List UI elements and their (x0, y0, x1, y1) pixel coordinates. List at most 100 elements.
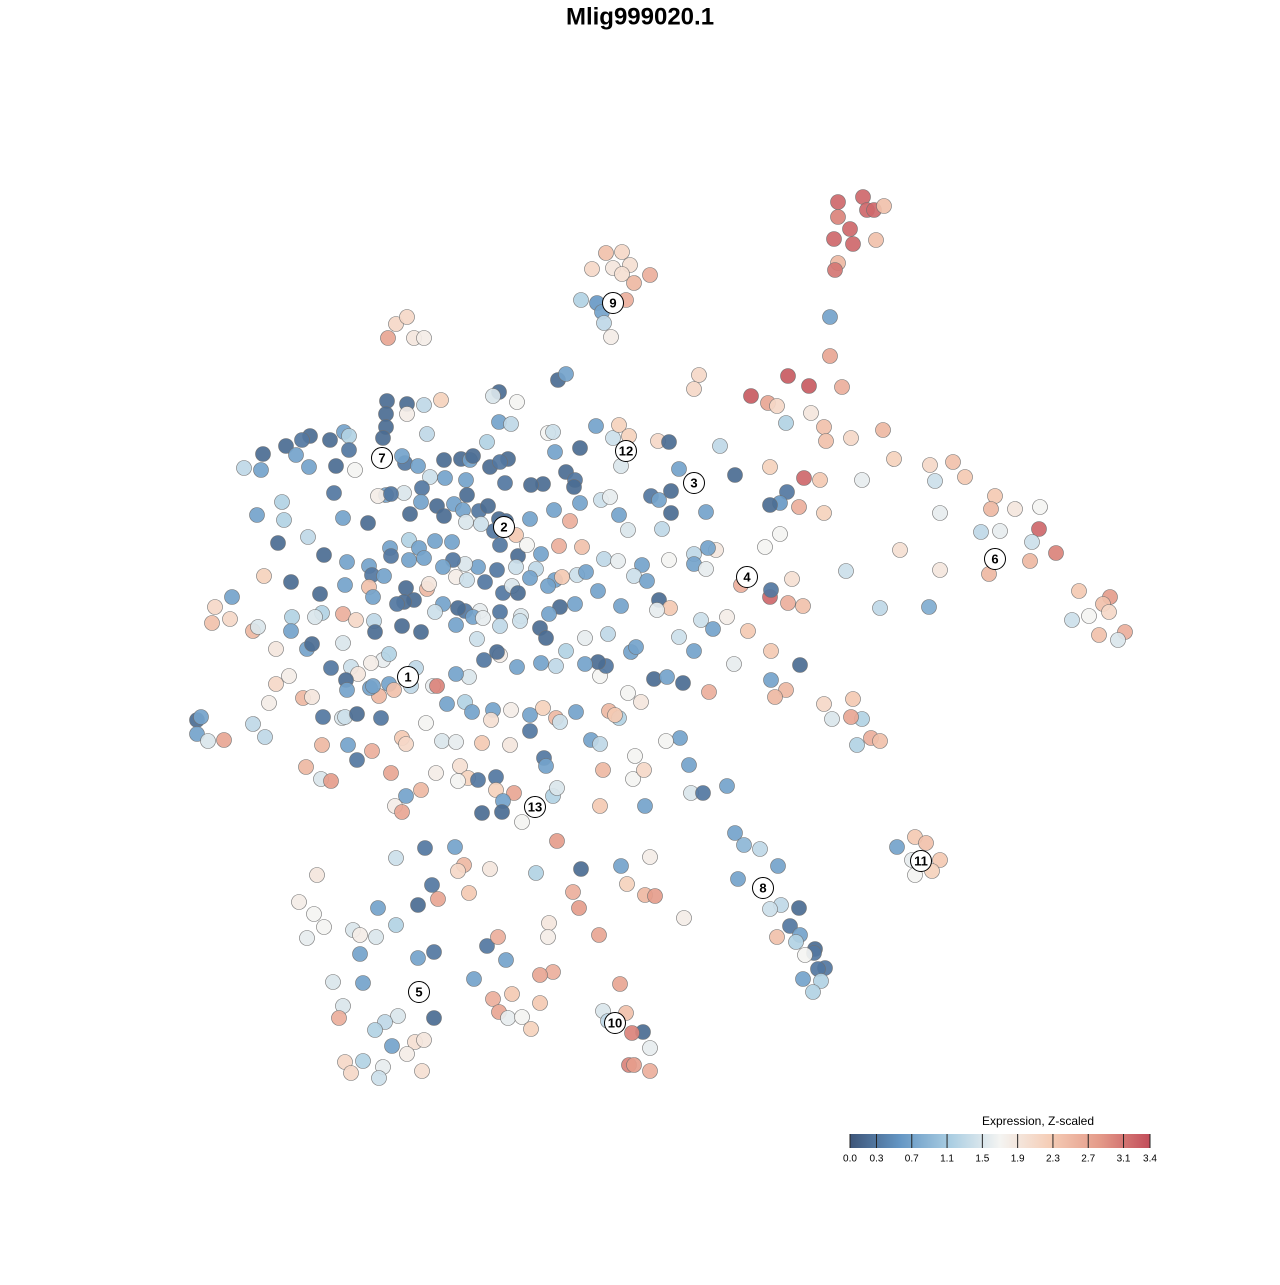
point (439, 696, 455, 712)
point (620, 522, 636, 538)
point (470, 772, 486, 788)
point (791, 900, 807, 916)
point (624, 1025, 640, 1041)
point (843, 709, 859, 725)
point (567, 596, 583, 612)
point (568, 704, 584, 720)
point (399, 406, 415, 422)
point (433, 392, 449, 408)
point (562, 513, 578, 529)
point (413, 494, 429, 510)
point (558, 366, 574, 382)
point (592, 736, 608, 752)
point (489, 644, 505, 660)
point (757, 539, 773, 555)
point (693, 612, 709, 628)
point (547, 444, 563, 460)
point (207, 599, 223, 615)
cluster-label: 1 (404, 669, 411, 684)
point (592, 798, 608, 814)
point (540, 929, 556, 945)
point (386, 682, 402, 698)
point (918, 835, 934, 851)
point (458, 472, 474, 488)
point (1064, 612, 1080, 628)
point (671, 629, 687, 645)
cluster-label: 6 (991, 551, 998, 566)
point (779, 484, 795, 500)
point (992, 523, 1008, 539)
point (413, 624, 429, 640)
point (399, 1046, 415, 1062)
point (256, 568, 272, 584)
point (500, 1010, 516, 1026)
point (216, 732, 232, 748)
point (1024, 534, 1040, 550)
point (795, 971, 811, 987)
point (649, 602, 665, 618)
cluster-label: 4 (743, 569, 751, 584)
point (600, 626, 616, 642)
point (304, 636, 320, 652)
point (418, 715, 434, 731)
colorbar-tick-label: 1.5 (975, 1154, 989, 1165)
point (549, 833, 565, 849)
point (300, 529, 316, 545)
point (727, 825, 743, 841)
cluster-badge (524, 796, 546, 818)
point (945, 454, 961, 470)
point (827, 262, 843, 278)
point (268, 641, 284, 657)
colorbar-tick-label: 1.9 (1011, 1154, 1025, 1165)
colorbar-tick-label: 2.3 (1046, 1154, 1060, 1165)
point (620, 685, 636, 701)
point (335, 635, 351, 651)
point (611, 417, 627, 433)
point (892, 542, 908, 558)
point (535, 700, 551, 716)
point (343, 1065, 359, 1081)
point (872, 600, 888, 616)
point (489, 562, 505, 578)
point (927, 473, 943, 489)
colorbar-tick-label: 0.3 (870, 1154, 884, 1165)
point (365, 589, 381, 605)
cluster-label: 8 (759, 880, 766, 895)
point (659, 669, 675, 685)
chart-title: Mlig999020.1 (566, 3, 714, 30)
point (448, 666, 464, 682)
point (482, 861, 498, 877)
point (314, 737, 330, 753)
cluster-label: 2 (500, 519, 507, 534)
point (782, 918, 798, 934)
point (355, 1053, 371, 1069)
point (370, 488, 386, 504)
point (371, 1070, 387, 1086)
point (253, 462, 269, 478)
point (383, 548, 399, 564)
point (558, 643, 574, 659)
point (339, 682, 355, 698)
point (1007, 501, 1023, 517)
point (323, 773, 339, 789)
point (661, 434, 677, 450)
point (788, 934, 804, 950)
point (1071, 583, 1087, 599)
point (389, 596, 405, 612)
colorbar-tick-label: 1.1 (940, 1154, 954, 1165)
point (705, 621, 721, 637)
point (459, 572, 475, 588)
point (590, 583, 606, 599)
colorbar-tick-label: 2.7 (1081, 1154, 1095, 1165)
cluster-badge (602, 292, 624, 314)
point (698, 561, 714, 577)
point (384, 1038, 400, 1054)
point (399, 309, 415, 325)
point (727, 467, 743, 483)
point (370, 900, 386, 916)
point (812, 472, 828, 488)
point (700, 540, 716, 556)
point (347, 462, 363, 478)
legend: Expression, Z-scaled 0.0 0.3 0.7 1.1 1.5 1.9 2… (843, 1114, 1157, 1164)
point (474, 805, 490, 821)
